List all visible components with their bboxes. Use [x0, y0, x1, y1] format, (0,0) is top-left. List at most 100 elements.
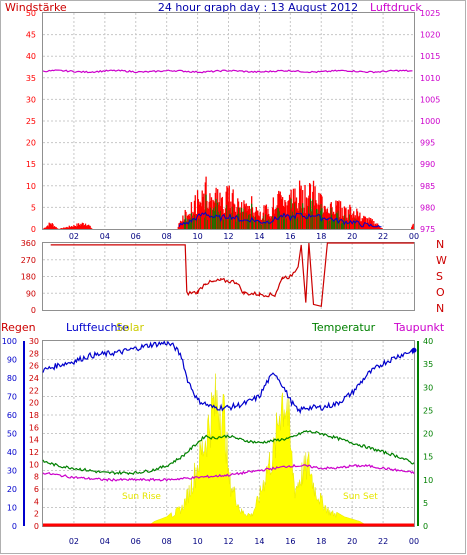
wind-x-tick-label: 14: [254, 232, 264, 241]
temperature-tick-label: 0: [423, 522, 428, 531]
compass-label: N: [436, 238, 444, 251]
humidity-tick-label: 0: [12, 522, 17, 531]
pressure-tick-label: 990: [420, 160, 435, 169]
wind-tick-label: 0: [31, 225, 36, 234]
pressure-title: Luftdruck: [370, 1, 422, 14]
sunrise-label: Sun Rise: [122, 492, 161, 502]
solar-label: Solar: [116, 321, 145, 334]
temperature-line: [42, 430, 415, 476]
climate-x-tick-label: 20: [347, 537, 357, 546]
wind-x-tick-label: 00: [409, 232, 419, 241]
humidity-tick-label: 50: [7, 430, 17, 439]
wind-x-ticks: 02 04 06 08 10 12 14 16 18 20 22 00: [69, 232, 419, 241]
wind-x-tick-label: 04: [100, 232, 110, 241]
wind-tick-label: 40: [26, 52, 36, 61]
humidity-line: [42, 340, 415, 415]
rain-tick-label: 12: [29, 448, 39, 457]
pressure-tick-label: 980: [420, 203, 435, 212]
rain-tick-label: 10: [29, 460, 39, 469]
wind-x-tick-label: 12: [223, 232, 233, 241]
rain-tick-label: 6: [34, 485, 39, 494]
humidity-tick-label: 100: [2, 337, 17, 346]
direction-tick-label: 270: [21, 256, 36, 265]
rain-tick-label: 18: [29, 411, 39, 420]
dewpoint-label: Taupunkt: [393, 321, 445, 334]
climate-x-tick-label: 16: [285, 537, 295, 546]
rain-tick-label: 16: [29, 423, 39, 432]
wind-x-tick-label: 08: [162, 232, 172, 241]
wind-tick-label: 10: [26, 182, 36, 191]
wind-axis-ticks: 0 5 10 15 20 25 30 35 40 45 50: [26, 9, 36, 234]
wind-grid: [43, 13, 414, 229]
direction-tick-label: 360: [21, 239, 36, 248]
chart-title: 24 hour graph day : 13 August 2012: [158, 1, 358, 14]
climate-x-tick-label: 06: [131, 537, 141, 546]
humidity-tick-label: 20: [7, 485, 17, 494]
climate-x-tick-label: 12: [223, 537, 233, 546]
rain-tick-label: 8: [34, 473, 39, 482]
climate-x-tick-label: 22: [378, 537, 388, 546]
humidity-current-marker: [411, 347, 417, 353]
temperature-tick-label: 20: [423, 430, 433, 439]
rain-tick-label: 22: [29, 386, 39, 395]
pressure-tick-label: 1015: [420, 52, 440, 61]
climate-x-ticks: 02 04 06 08 10 12 14 16 18 20 22 00: [69, 537, 419, 546]
humidity-tick-label: 90: [7, 356, 17, 365]
wind-tick-label: 35: [26, 74, 36, 83]
wind-tick-label: 5: [31, 203, 36, 212]
compass-label: W: [436, 254, 447, 267]
pressure-tick-label: 985: [420, 182, 435, 191]
wind-bars: [43, 176, 414, 229]
temperature-tick-label: 15: [423, 453, 433, 462]
wind-x-tick-label: 18: [316, 232, 326, 241]
climate-x-tick-label: 18: [316, 537, 326, 546]
rain-tick-label: 14: [29, 436, 39, 445]
rain-tick-label: 4: [34, 497, 39, 506]
temperature-tick-label: 40: [423, 337, 433, 346]
climate-x-tick-label: 10: [192, 537, 202, 546]
compass-label: N: [436, 302, 444, 315]
wind-mean-line: [178, 211, 382, 228]
wind-x-tick-label: 22: [378, 232, 388, 241]
direction-axis-ticks: 0 90 180 270 360: [21, 239, 36, 315]
rain-label: Regen: [1, 321, 36, 334]
wind-x-tick-label: 10: [192, 232, 202, 241]
pressure-tick-label: 995: [420, 139, 435, 148]
rain-tick-label: 2: [34, 510, 39, 519]
humidity-tick-label: 40: [7, 448, 17, 457]
rain-tick-label: 20: [29, 399, 39, 408]
rain-tick-label: 28: [29, 349, 39, 358]
wind-tick-label: 30: [26, 95, 36, 104]
humidity-tick-label: 80: [7, 374, 17, 383]
wind-x-tick-label: 06: [131, 232, 141, 241]
pressure-tick-label: 975: [420, 225, 435, 234]
pressure-line: [42, 69, 413, 74]
wind-tick-label: 25: [26, 117, 36, 126]
wind-x-tick-label: 16: [285, 232, 295, 241]
humidity-tick-label: 10: [7, 504, 17, 513]
humidity-tick-label: 70: [7, 393, 17, 402]
direction-grid: [43, 243, 414, 310]
climate-x-tick-label: 02: [69, 537, 79, 546]
direction-tick-label: 0: [31, 306, 36, 315]
wind-x-tick-label: 20: [347, 232, 357, 241]
pressure-tick-label: 1010: [420, 74, 440, 83]
wind-tick-label: 15: [26, 160, 36, 169]
pressure-tick-label: 1000: [420, 117, 440, 126]
climate-x-tick-label: 04: [100, 537, 110, 546]
humidity-tick-label: 30: [7, 467, 17, 476]
pressure-tick-label: 1005: [420, 95, 440, 104]
rain-tick-label: 0: [34, 522, 39, 531]
climate-x-tick-label: 14: [254, 537, 264, 546]
direction-tick-label: 180: [21, 273, 36, 282]
humidity-label: Luftfeuchte: [66, 321, 129, 334]
temperature-tick-label: 30: [423, 383, 433, 392]
temperature-tick-label: 35: [423, 360, 433, 369]
rain-tick-label: 24: [29, 374, 39, 383]
pressure-axis-ticks: 975 980 985 990 995 1000 1005 1010 1015 1020 1025: [420, 9, 440, 234]
climate-axis-ticks: 0102030405060708090100024681012141618202…: [2, 337, 433, 531]
pressure-tick-label: 1025: [420, 9, 440, 18]
wind-tick-label: 45: [26, 31, 36, 40]
